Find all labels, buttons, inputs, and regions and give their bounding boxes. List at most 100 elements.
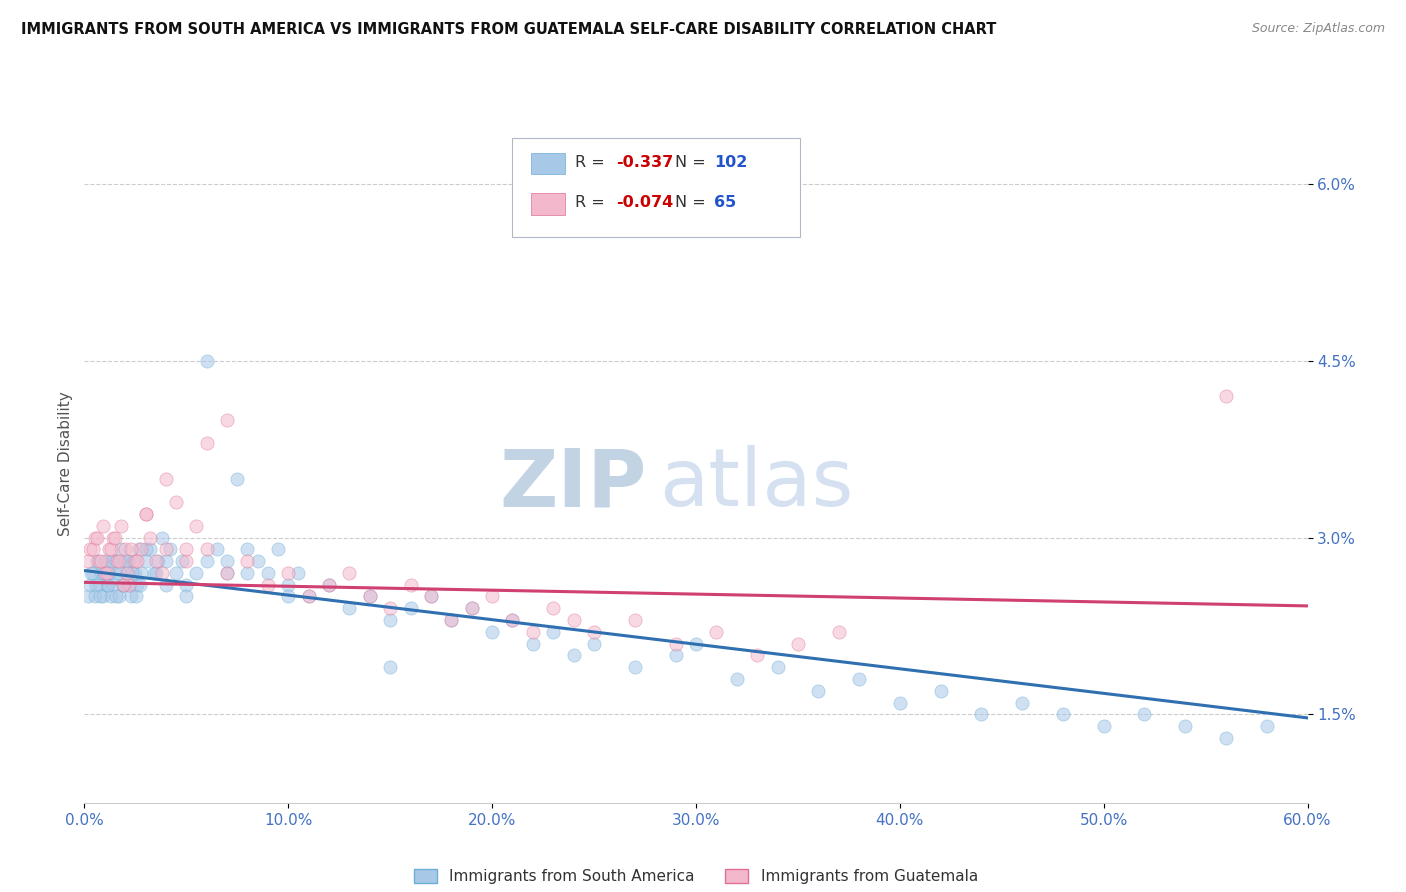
Point: [110, 518, 132, 533]
Point: [145, 554, 167, 568]
FancyBboxPatch shape: [531, 194, 565, 215]
Point: [84, 577, 107, 591]
Point: [97, 566, 120, 580]
Point: [298, 590, 321, 604]
Point: [97, 542, 120, 557]
Point: [150, 566, 173, 580]
Text: N =: N =: [675, 154, 711, 169]
Point: [236, 566, 259, 580]
Point: [155, 554, 177, 568]
Point: [115, 566, 138, 580]
Point: [80, 566, 103, 580]
Point: [83, 590, 105, 604]
Point: [481, 590, 503, 604]
Point: [108, 566, 131, 580]
Legend: Immigrants from South America, Immigrants from Guatemala: Immigrants from South America, Immigrant…: [408, 863, 984, 890]
Point: [562, 648, 585, 663]
Point: [96, 566, 118, 580]
Point: [766, 660, 789, 674]
Point: [91, 518, 114, 533]
Point: [124, 566, 146, 580]
Point: [146, 554, 169, 568]
Point: [257, 577, 280, 591]
Point: [1011, 696, 1033, 710]
Point: [226, 472, 249, 486]
Point: [246, 554, 269, 568]
Point: [236, 554, 259, 568]
Point: [195, 542, 218, 557]
Point: [624, 660, 647, 674]
Point: [970, 707, 993, 722]
Point: [582, 637, 605, 651]
Text: N =: N =: [675, 195, 711, 211]
Point: [128, 542, 150, 557]
Point: [501, 613, 523, 627]
Point: [929, 683, 952, 698]
Text: ZIP: ZIP: [499, 445, 647, 524]
Point: [195, 353, 218, 368]
Point: [142, 566, 165, 580]
Point: [97, 577, 120, 591]
Point: [82, 566, 104, 580]
Point: [155, 577, 177, 591]
Point: [664, 637, 686, 651]
Text: 102: 102: [714, 154, 748, 169]
Point: [339, 566, 360, 580]
Point: [217, 566, 239, 580]
FancyBboxPatch shape: [512, 138, 800, 236]
Text: 65: 65: [714, 195, 737, 211]
Point: [79, 542, 101, 557]
Text: R =: R =: [575, 154, 610, 169]
Point: [114, 554, 136, 568]
Point: [195, 554, 218, 568]
Point: [135, 554, 157, 568]
Point: [101, 577, 124, 591]
Point: [122, 554, 145, 568]
Point: [501, 613, 523, 627]
Point: [267, 542, 290, 557]
Point: [1215, 731, 1237, 745]
Point: [318, 577, 340, 591]
Text: R =: R =: [575, 195, 610, 211]
Text: atlas: atlas: [659, 445, 853, 524]
Point: [112, 577, 135, 591]
Text: Source: ZipAtlas.com: Source: ZipAtlas.com: [1251, 22, 1385, 36]
Point: [135, 507, 157, 521]
Point: [79, 577, 101, 591]
Point: [174, 577, 197, 591]
Point: [135, 507, 157, 521]
Point: [110, 542, 132, 557]
Point: [1092, 719, 1115, 733]
Point: [174, 542, 197, 557]
Point: [277, 577, 299, 591]
Point: [86, 531, 108, 545]
Point: [100, 542, 122, 557]
Point: [745, 648, 768, 663]
Point: [105, 554, 128, 568]
Point: [277, 566, 299, 580]
Point: [172, 554, 194, 568]
Point: [582, 624, 605, 639]
Point: [827, 624, 849, 639]
Point: [101, 554, 124, 568]
Point: [93, 566, 115, 580]
Point: [174, 554, 197, 568]
Point: [82, 542, 104, 557]
Point: [186, 518, 208, 533]
Point: [165, 566, 187, 580]
Point: [195, 436, 218, 450]
Text: IMMIGRANTS FROM SOUTH AMERICA VS IMMIGRANTS FROM GUATEMALA SELF-CARE DISABILITY : IMMIGRANTS FROM SOUTH AMERICA VS IMMIGRA…: [21, 22, 997, 37]
Point: [287, 566, 309, 580]
Point: [129, 577, 152, 591]
FancyBboxPatch shape: [531, 153, 565, 174]
Point: [100, 590, 122, 604]
Point: [104, 531, 127, 545]
Point: [725, 672, 748, 686]
Point: [1174, 719, 1197, 733]
Point: [104, 590, 127, 604]
Point: [257, 566, 280, 580]
Point: [89, 590, 111, 604]
Y-axis label: Self-Care Disability: Self-Care Disability: [58, 392, 73, 536]
Text: -0.337: -0.337: [616, 154, 673, 169]
Point: [87, 577, 110, 591]
